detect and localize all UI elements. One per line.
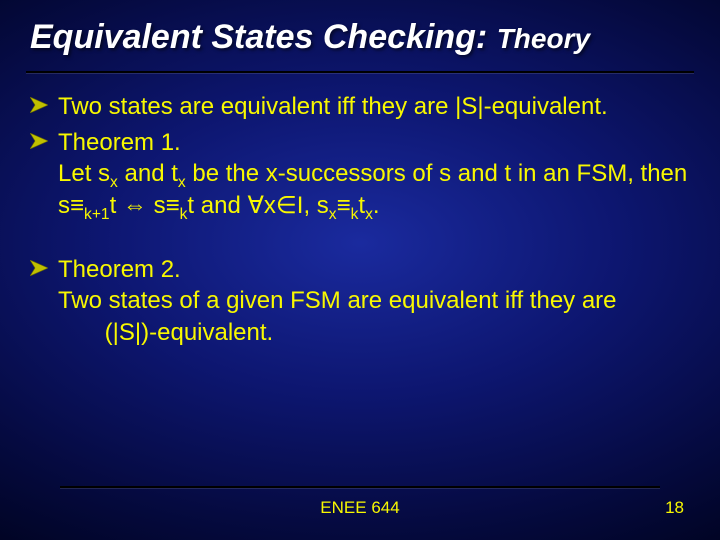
bullet-1-text: Two states are equivalent iff they are |… (58, 91, 690, 123)
content-area: Two states are equivalent iff they are |… (0, 73, 720, 349)
bullet-3-text: Theorem 2. Two states of a given FSM are… (58, 254, 690, 349)
footer-divider (60, 486, 660, 488)
footer-page-number: 18 (665, 498, 684, 518)
bullet-2: Theorem 1. Let sx and tx be the x-succes… (30, 127, 690, 222)
bullet-arrow-icon (30, 254, 58, 276)
title-sub: Theory (497, 23, 590, 54)
bullet-2-heading: Theorem 1. (58, 129, 181, 156)
bullet-1: Two states are equivalent iff they are |… (30, 91, 690, 123)
bullet-arrow-icon (30, 91, 58, 113)
slide-title: Equivalent States Checking: Theory (30, 18, 690, 57)
title-area: Equivalent States Checking: Theory (0, 0, 720, 65)
slide: Equivalent States Checking: Theory Two s… (0, 0, 720, 540)
title-main: Equivalent States Checking: (30, 18, 487, 56)
spacer (30, 226, 690, 254)
bullet-2-body: Let sx and tx be the x-successors of s a… (58, 160, 687, 219)
bullet-3: Theorem 2. Two states of a given FSM are… (30, 254, 690, 349)
footer-course: ENEE 644 (0, 498, 720, 518)
bullet-3-body: Two states of a given FSM are equivalent… (58, 287, 617, 346)
bullet-2-text: Theorem 1. Let sx and tx be the x-succes… (58, 127, 690, 222)
bullet-arrow-icon (30, 127, 58, 149)
bullet-3-heading: Theorem 2. (58, 256, 181, 283)
